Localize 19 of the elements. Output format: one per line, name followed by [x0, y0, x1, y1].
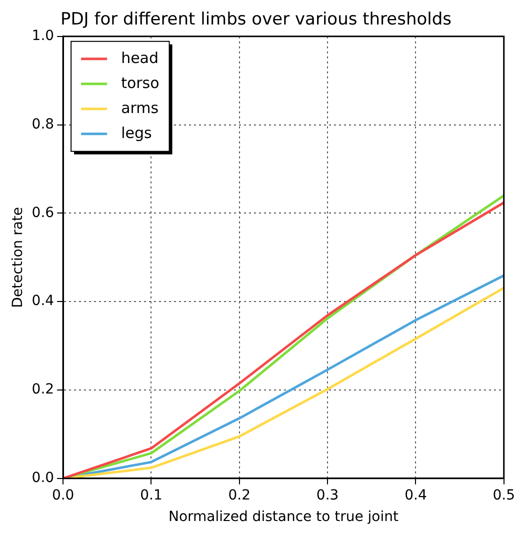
x-axis-title: Normalized distance to true joint	[168, 509, 399, 526]
y-tick-label: 0.2	[32, 382, 54, 398]
y-tick-label: 0.6	[32, 204, 54, 221]
y-tick-label: 0.4	[32, 293, 54, 310]
y-tick-label: 0.8	[32, 116, 54, 132]
y-tick-label: 1.0	[32, 28, 54, 44]
chart-title: PDJ for different limbs over various thresholds	[60, 10, 452, 30]
y-tick-label: 0.0	[32, 470, 54, 486]
legend-label: arms	[121, 98, 159, 117]
x-tick-label: 0.2	[228, 487, 251, 504]
legend-label: legs	[121, 124, 152, 142]
x-tick-label: 0.1	[140, 487, 162, 504]
x-tick-label: 0.5	[492, 487, 515, 504]
y-axis-title: Detection rate	[10, 206, 26, 308]
legend-label: head	[121, 48, 159, 67]
x-tick-label: 0.3	[316, 487, 339, 504]
legend-label: torso	[121, 74, 160, 92]
x-tick-label: 0.0	[52, 487, 74, 504]
x-tick-label: 0.4	[404, 487, 427, 504]
